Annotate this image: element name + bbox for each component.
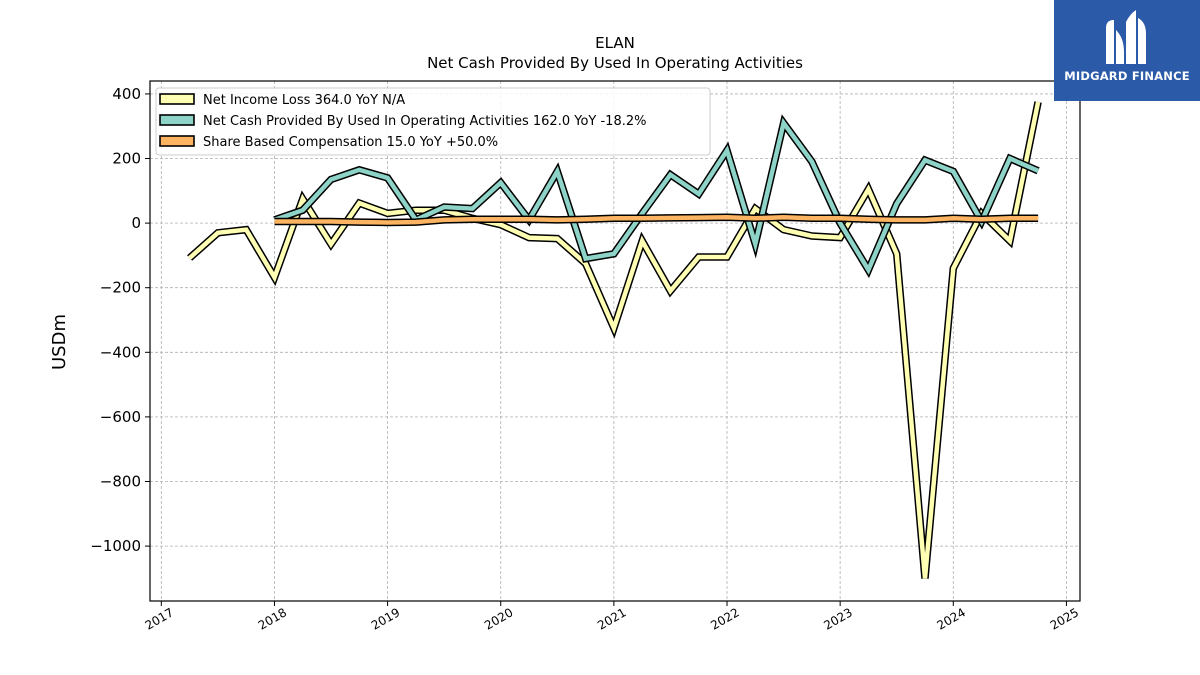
x-tick-label: 2024 bbox=[935, 605, 968, 632]
legend-box bbox=[155, 87, 711, 156]
x-tick-label: 2019 bbox=[369, 605, 402, 632]
x-tick-label: 2022 bbox=[708, 605, 741, 632]
y-tick-label: −200 bbox=[100, 279, 141, 297]
y-tick-label: −400 bbox=[100, 343, 141, 361]
x-tick-label: 2021 bbox=[595, 605, 628, 632]
legend-entry: Net Income Loss 364.0 YoY N/A bbox=[203, 93, 405, 108]
x-tick-label: 2018 bbox=[256, 605, 289, 632]
legend-entry: Net Cash Provided By Used In Operating A… bbox=[203, 114, 646, 129]
y-tick-label: 0 bbox=[131, 214, 141, 232]
chart-subtitle: Net Cash Provided By Used In Operating A… bbox=[427, 54, 803, 72]
y-tick-label: −600 bbox=[100, 408, 141, 426]
x-tick-label: 2025 bbox=[1048, 605, 1081, 632]
brand-logo: MIDGARD FINANCE bbox=[1054, 0, 1200, 101]
y-tick-label: −1000 bbox=[90, 537, 141, 555]
legend-entry: Share Based Compensation 15.0 YoY +50.0% bbox=[203, 135, 498, 150]
legend-swatch bbox=[159, 93, 195, 105]
x-tick-label: 2020 bbox=[482, 605, 515, 632]
y-axis-label: USDm bbox=[49, 314, 70, 370]
x-tick-label: 2017 bbox=[143, 605, 176, 632]
legend-swatch bbox=[159, 135, 195, 147]
legend: Net Income Loss 364.0 YoY N/A Net Cash Pr… bbox=[155, 87, 711, 156]
y-tick-label: −800 bbox=[100, 472, 141, 490]
legend-swatch bbox=[159, 114, 195, 126]
x-tick-label: 2023 bbox=[821, 605, 854, 632]
midgard-logo-icon bbox=[1106, 10, 1146, 64]
series-1 bbox=[273, 114, 1040, 279]
series-line bbox=[273, 117, 1039, 275]
brand-logo-text: MIDGARD FINANCE bbox=[1064, 69, 1190, 83]
y-tick-label: 400 bbox=[112, 85, 141, 103]
series-0 bbox=[187, 101, 1042, 579]
plot-frame bbox=[149, 80, 1081, 602]
series-line bbox=[274, 215, 1039, 225]
series-line bbox=[188, 101, 1041, 579]
chart-title: ELAN bbox=[595, 34, 635, 52]
y-tick-label: 200 bbox=[112, 150, 141, 168]
series-2 bbox=[274, 213, 1039, 227]
